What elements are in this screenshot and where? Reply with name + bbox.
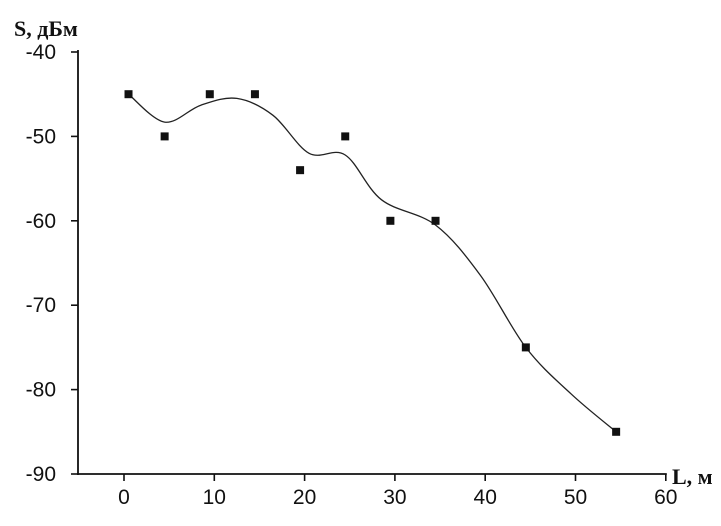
data-point: [341, 132, 350, 141]
tick-labels: -40 -50 -60 -70 -80 -90 0 10 20 30 40 50 60: [26, 41, 678, 509]
x-tick-label: 30: [383, 486, 406, 509]
x-tick-label: 20: [293, 486, 316, 509]
axes: [77, 50, 667, 475]
data-point: [160, 132, 169, 141]
ticks: [71, 51, 667, 481]
x-axis-title: L, м: [672, 464, 713, 489]
data-point: [431, 216, 440, 225]
data-point: [205, 90, 214, 99]
y-tick-label: -90: [26, 463, 56, 486]
y-tick-label: -70: [26, 294, 56, 317]
y-tick-label: -40: [26, 41, 56, 64]
data-point: [386, 216, 395, 225]
y-tick-label: -50: [26, 125, 56, 148]
data-point: [296, 166, 305, 175]
data-point: [124, 90, 133, 99]
x-tick-label: 50: [564, 486, 587, 509]
x-tick-label: 60: [654, 486, 677, 509]
y-tick-label: -80: [26, 379, 56, 402]
x-tick-label: 0: [118, 486, 130, 509]
data-point: [250, 90, 259, 99]
data-point: [521, 343, 530, 352]
x-tick-label: 10: [203, 486, 226, 509]
fitted-curve: [128, 93, 617, 433]
y-axis-title: S, дБм: [14, 16, 78, 41]
y-tick-label: -60: [26, 210, 56, 233]
data-point: [612, 427, 621, 436]
x-tick-label: 40: [474, 486, 497, 509]
data-markers: [124, 90, 621, 436]
